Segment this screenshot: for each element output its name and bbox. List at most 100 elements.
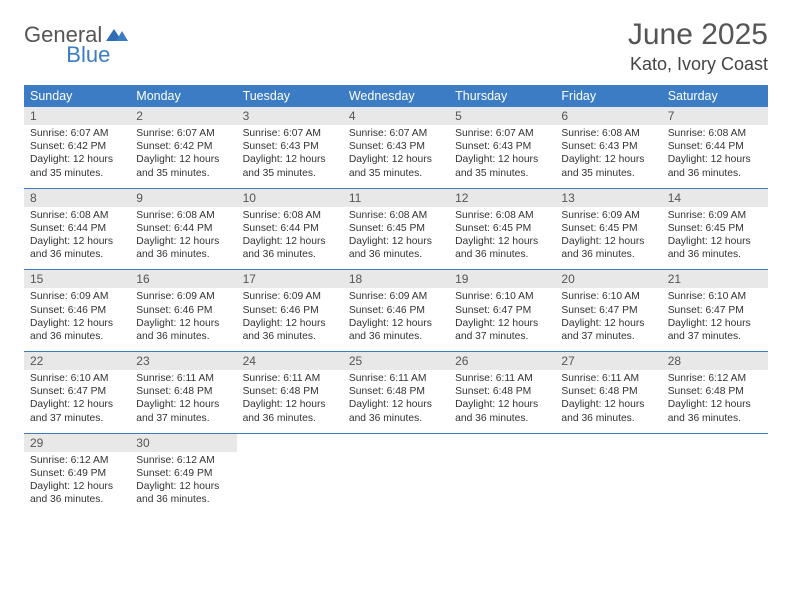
calendar-cell: 9Sunrise: 6:08 AMSunset: 6:44 PMDaylight… (130, 188, 236, 270)
title-block: June 2025 Kato, Ivory Coast (628, 18, 768, 75)
day-number: 19 (449, 270, 555, 288)
day-details: Sunrise: 6:07 AMSunset: 6:42 PMDaylight:… (130, 125, 236, 188)
calendar-cell-empty: .. (555, 433, 661, 514)
day-number: 3 (237, 107, 343, 125)
day-number: 11 (343, 189, 449, 207)
calendar-cell: 11Sunrise: 6:08 AMSunset: 6:45 PMDayligh… (343, 188, 449, 270)
day-number: 28 (662, 352, 768, 370)
day-details: Sunrise: 6:10 AMSunset: 6:47 PMDaylight:… (662, 288, 768, 351)
day-details: Sunrise: 6:08 AMSunset: 6:44 PMDaylight:… (237, 207, 343, 270)
day-details: Sunrise: 6:10 AMSunset: 6:47 PMDaylight:… (24, 370, 130, 433)
calendar-cell: 28Sunrise: 6:12 AMSunset: 6:48 PMDayligh… (662, 352, 768, 434)
calendar-body: 1Sunrise: 6:07 AMSunset: 6:42 PMDaylight… (24, 107, 768, 514)
day-number: 15 (24, 270, 130, 288)
day-number: 27 (555, 352, 661, 370)
day-number: 9 (130, 189, 236, 207)
calendar-cell: 30Sunrise: 6:12 AMSunset: 6:49 PMDayligh… (130, 433, 236, 514)
header: General Blue June 2025 Kato, Ivory Coast (24, 18, 768, 75)
weekday-heading: Friday (555, 85, 661, 107)
day-number: 14 (662, 189, 768, 207)
day-number: 17 (237, 270, 343, 288)
calendar-cell: 17Sunrise: 6:09 AMSunset: 6:46 PMDayligh… (237, 270, 343, 352)
day-details: Sunrise: 6:07 AMSunset: 6:43 PMDaylight:… (449, 125, 555, 188)
day-number: 6 (555, 107, 661, 125)
day-number: 20 (555, 270, 661, 288)
calendar-cell: 26Sunrise: 6:11 AMSunset: 6:48 PMDayligh… (449, 352, 555, 434)
day-details: Sunrise: 6:10 AMSunset: 6:47 PMDaylight:… (449, 288, 555, 351)
day-details: Sunrise: 6:08 AMSunset: 6:43 PMDaylight:… (555, 125, 661, 188)
calendar-cell: 14Sunrise: 6:09 AMSunset: 6:45 PMDayligh… (662, 188, 768, 270)
calendar-cell: 19Sunrise: 6:10 AMSunset: 6:47 PMDayligh… (449, 270, 555, 352)
calendar-cell-empty: .. (237, 433, 343, 514)
day-details: Sunrise: 6:11 AMSunset: 6:48 PMDaylight:… (343, 370, 449, 433)
day-details: Sunrise: 6:08 AMSunset: 6:44 PMDaylight:… (662, 125, 768, 188)
day-number: 4 (343, 107, 449, 125)
day-details: Sunrise: 6:08 AMSunset: 6:44 PMDaylight:… (130, 207, 236, 270)
weekday-heading: Sunday (24, 85, 130, 107)
day-number: 26 (449, 352, 555, 370)
day-details: Sunrise: 6:08 AMSunset: 6:45 PMDaylight:… (449, 207, 555, 270)
day-details: Sunrise: 6:09 AMSunset: 6:45 PMDaylight:… (555, 207, 661, 270)
calendar-row: 22Sunrise: 6:10 AMSunset: 6:47 PMDayligh… (24, 352, 768, 434)
weekday-header-row: Sunday Monday Tuesday Wednesday Thursday… (24, 85, 768, 107)
calendar-cell: 5Sunrise: 6:07 AMSunset: 6:43 PMDaylight… (449, 107, 555, 188)
weekday-heading: Tuesday (237, 85, 343, 107)
day-details: Sunrise: 6:07 AMSunset: 6:43 PMDaylight:… (343, 125, 449, 188)
weekday-heading: Wednesday (343, 85, 449, 107)
day-details: Sunrise: 6:09 AMSunset: 6:46 PMDaylight:… (130, 288, 236, 351)
day-number: 29 (24, 434, 130, 452)
day-number: 21 (662, 270, 768, 288)
day-number: 5 (449, 107, 555, 125)
weekday-heading: Thursday (449, 85, 555, 107)
calendar-cell: 16Sunrise: 6:09 AMSunset: 6:46 PMDayligh… (130, 270, 236, 352)
calendar-cell: 12Sunrise: 6:08 AMSunset: 6:45 PMDayligh… (449, 188, 555, 270)
weekday-heading: Monday (130, 85, 236, 107)
day-details: Sunrise: 6:12 AMSunset: 6:49 PMDaylight:… (130, 452, 236, 515)
calendar-cell: 3Sunrise: 6:07 AMSunset: 6:43 PMDaylight… (237, 107, 343, 188)
calendar-cell: 6Sunrise: 6:08 AMSunset: 6:43 PMDaylight… (555, 107, 661, 188)
day-details: Sunrise: 6:10 AMSunset: 6:47 PMDaylight:… (555, 288, 661, 351)
day-number: 1 (24, 107, 130, 125)
day-number: 18 (343, 270, 449, 288)
day-number: 23 (130, 352, 236, 370)
calendar-cell-empty: .. (662, 433, 768, 514)
calendar-cell: 27Sunrise: 6:11 AMSunset: 6:48 PMDayligh… (555, 352, 661, 434)
day-number: 10 (237, 189, 343, 207)
day-details: Sunrise: 6:07 AMSunset: 6:42 PMDaylight:… (24, 125, 130, 188)
day-details: Sunrise: 6:11 AMSunset: 6:48 PMDaylight:… (449, 370, 555, 433)
day-number: 8 (24, 189, 130, 207)
calendar-row: 15Sunrise: 6:09 AMSunset: 6:46 PMDayligh… (24, 270, 768, 352)
day-number: 2 (130, 107, 236, 125)
day-details: Sunrise: 6:11 AMSunset: 6:48 PMDaylight:… (130, 370, 236, 433)
calendar-cell: 1Sunrise: 6:07 AMSunset: 6:42 PMDaylight… (24, 107, 130, 188)
calendar-cell: 24Sunrise: 6:11 AMSunset: 6:48 PMDayligh… (237, 352, 343, 434)
day-details: Sunrise: 6:08 AMSunset: 6:45 PMDaylight:… (343, 207, 449, 270)
location-label: Kato, Ivory Coast (628, 54, 768, 75)
calendar-cell: 22Sunrise: 6:10 AMSunset: 6:47 PMDayligh… (24, 352, 130, 434)
calendar-cell: 8Sunrise: 6:08 AMSunset: 6:44 PMDaylight… (24, 188, 130, 270)
logo: General Blue (24, 18, 174, 48)
day-details: Sunrise: 6:12 AMSunset: 6:48 PMDaylight:… (662, 370, 768, 433)
calendar-table: Sunday Monday Tuesday Wednesday Thursday… (24, 85, 768, 514)
day-details: Sunrise: 6:11 AMSunset: 6:48 PMDaylight:… (555, 370, 661, 433)
day-number: 30 (130, 434, 236, 452)
calendar-cell: 13Sunrise: 6:09 AMSunset: 6:45 PMDayligh… (555, 188, 661, 270)
day-number: 13 (555, 189, 661, 207)
day-number: 24 (237, 352, 343, 370)
calendar-cell: 21Sunrise: 6:10 AMSunset: 6:47 PMDayligh… (662, 270, 768, 352)
calendar-cell: 4Sunrise: 6:07 AMSunset: 6:43 PMDaylight… (343, 107, 449, 188)
calendar-cell: 20Sunrise: 6:10 AMSunset: 6:47 PMDayligh… (555, 270, 661, 352)
page-title: June 2025 (628, 18, 768, 52)
day-details: Sunrise: 6:09 AMSunset: 6:46 PMDaylight:… (343, 288, 449, 351)
day-details: Sunrise: 6:11 AMSunset: 6:48 PMDaylight:… (237, 370, 343, 433)
calendar-row: 8Sunrise: 6:08 AMSunset: 6:44 PMDaylight… (24, 188, 768, 270)
calendar-cell-empty: .. (343, 433, 449, 514)
calendar-row: 1Sunrise: 6:07 AMSunset: 6:42 PMDaylight… (24, 107, 768, 188)
day-details: Sunrise: 6:12 AMSunset: 6:49 PMDaylight:… (24, 452, 130, 515)
day-details: Sunrise: 6:09 AMSunset: 6:46 PMDaylight:… (24, 288, 130, 351)
weekday-heading: Saturday (662, 85, 768, 107)
day-number: 25 (343, 352, 449, 370)
calendar-cell-empty: .. (449, 433, 555, 514)
calendar-cell: 29Sunrise: 6:12 AMSunset: 6:49 PMDayligh… (24, 433, 130, 514)
calendar-cell: 7Sunrise: 6:08 AMSunset: 6:44 PMDaylight… (662, 107, 768, 188)
